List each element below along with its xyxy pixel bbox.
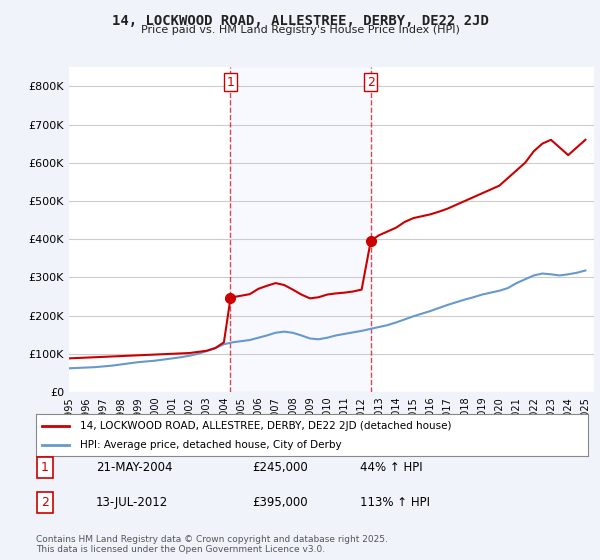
Text: Price paid vs. HM Land Registry's House Price Index (HPI): Price paid vs. HM Land Registry's House … [140,25,460,35]
Text: 113% ↑ HPI: 113% ↑ HPI [360,496,430,509]
Text: 1: 1 [227,76,235,89]
Text: Contains HM Land Registry data © Crown copyright and database right 2025.
This d: Contains HM Land Registry data © Crown c… [36,535,388,554]
Text: 14, LOCKWOOD ROAD, ALLESTREE, DERBY, DE22 2JD (detached house): 14, LOCKWOOD ROAD, ALLESTREE, DERBY, DE2… [80,421,452,431]
Text: 44% ↑ HPI: 44% ↑ HPI [360,461,422,474]
Text: 2: 2 [41,496,49,509]
Text: 2: 2 [367,76,374,89]
Text: 21-MAY-2004: 21-MAY-2004 [96,461,173,474]
Text: 13-JUL-2012: 13-JUL-2012 [96,496,168,509]
Text: £245,000: £245,000 [252,461,308,474]
Text: HPI: Average price, detached house, City of Derby: HPI: Average price, detached house, City… [80,440,342,450]
Text: 14, LOCKWOOD ROAD, ALLESTREE, DERBY, DE22 2JD: 14, LOCKWOOD ROAD, ALLESTREE, DERBY, DE2… [112,14,488,28]
Text: 1: 1 [41,461,49,474]
Text: £395,000: £395,000 [252,496,308,509]
Bar [230,67,371,392]
